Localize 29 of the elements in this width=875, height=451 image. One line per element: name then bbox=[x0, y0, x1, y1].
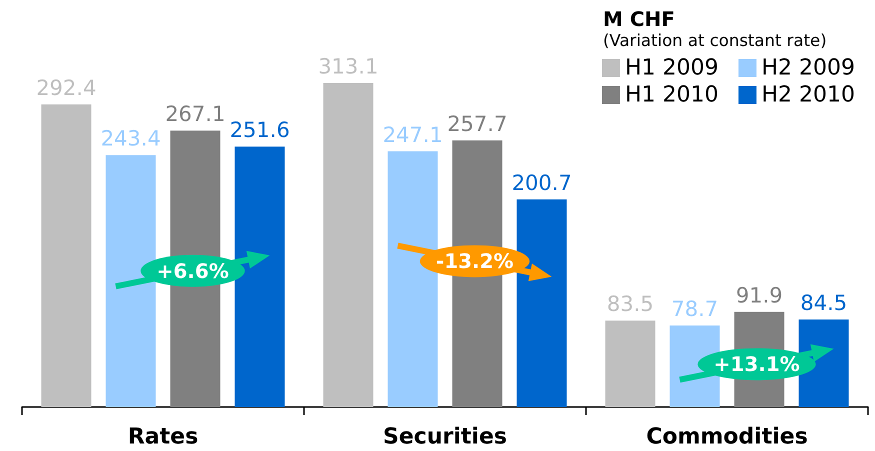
legend-label: H2 2009 bbox=[761, 56, 856, 80]
data-label: 83.5 bbox=[606, 292, 654, 316]
data-label: 292.4 bbox=[36, 76, 96, 100]
data-label: 84.5 bbox=[800, 291, 848, 316]
bar bbox=[41, 104, 92, 407]
annotation: +6.6% bbox=[156, 258, 229, 283]
x-tick-label: Securities bbox=[383, 424, 507, 450]
legend-label: H1 2009 bbox=[624, 56, 718, 80]
bar bbox=[516, 199, 567, 407]
legend-title: M CHF bbox=[603, 7, 675, 31]
data-label: 251.6 bbox=[230, 118, 290, 142]
data-label: 313.1 bbox=[318, 54, 378, 78]
x-tick-label: Commodities bbox=[646, 424, 808, 450]
data-label: 78.7 bbox=[671, 297, 718, 322]
data-label: 247.1 bbox=[382, 122, 443, 147]
bar bbox=[234, 146, 285, 407]
data-label: 257.7 bbox=[447, 112, 508, 136]
bar bbox=[605, 320, 656, 407]
annotation: +13.1% bbox=[714, 352, 800, 376]
chart-subtitle: (Variation at constant rate) bbox=[603, 31, 827, 50]
data-label: 200.7 bbox=[512, 170, 572, 195]
legend-label: H2 2010 bbox=[761, 82, 856, 108]
data-label: 267.1 bbox=[165, 102, 226, 126]
legend-label: H1 2010 bbox=[624, 82, 718, 108]
data-label: 91.9 bbox=[736, 283, 783, 308]
bar bbox=[323, 83, 374, 407]
x-tick-label: Rates bbox=[128, 424, 198, 450]
annotation: -13.2% bbox=[436, 249, 514, 274]
data-label: 243.4 bbox=[100, 126, 161, 151]
